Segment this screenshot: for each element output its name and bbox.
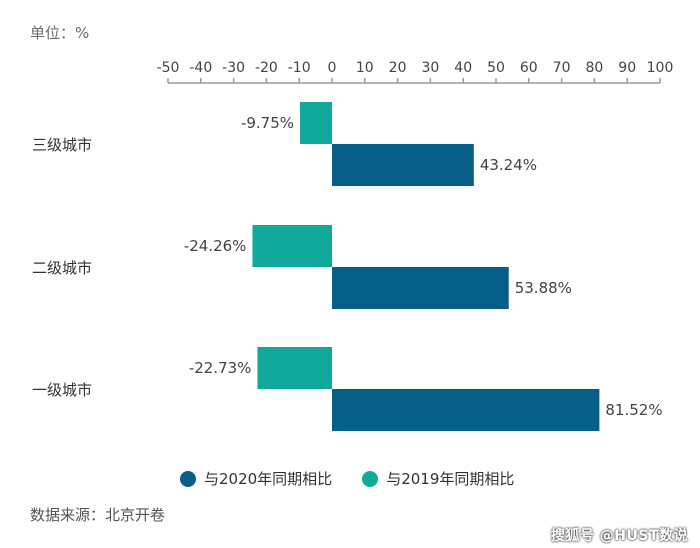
x-tick-label: 40 bbox=[454, 60, 472, 76]
x-tick-label: -30 bbox=[222, 60, 245, 76]
legend-item-2019: 与2019年同期相比 bbox=[362, 468, 514, 489]
x-tick-label: 90 bbox=[618, 60, 636, 76]
bar-2020 bbox=[332, 144, 474, 186]
legend-dot-2019 bbox=[362, 470, 379, 487]
watermark: 搜狐号 @HUST数说 bbox=[550, 528, 688, 544]
x-tick-label: 70 bbox=[553, 60, 571, 76]
unit-label: 单位：% bbox=[30, 24, 90, 42]
legend-item-2020: 与2020年同期相比 bbox=[180, 468, 332, 489]
bar-2020 bbox=[332, 267, 509, 309]
x-tick-label: 10 bbox=[356, 60, 374, 76]
category-label: 三级城市 bbox=[32, 136, 92, 154]
bar-2019 bbox=[257, 347, 332, 389]
bars bbox=[252, 102, 600, 431]
data-label-2019: -24.26% bbox=[184, 237, 247, 255]
x-tick-label: 50 bbox=[487, 60, 505, 76]
x-tick-label: 30 bbox=[421, 60, 439, 76]
x-axis: -50 -40 -30 -20 -10 0 10 20 30 40 50 60 70 80 90 100 bbox=[157, 60, 674, 84]
x-tick-label: -40 bbox=[189, 60, 212, 76]
x-tick-label: 0 bbox=[328, 60, 337, 76]
bar-2019 bbox=[300, 102, 332, 144]
data-label-2020: 43.24% bbox=[480, 156, 537, 174]
data-label-2019: -9.75% bbox=[241, 114, 294, 132]
category-label: 一级城市 bbox=[32, 381, 92, 399]
data-labels: -9.75% 43.24% -24.26% 53.88% -22.73% 81.52% bbox=[184, 114, 663, 419]
legend-dot-2020 bbox=[180, 470, 196, 487]
data-label-2020: 53.88% bbox=[515, 279, 572, 297]
legend-label-2019: 与2019年同期相比 bbox=[386, 470, 515, 488]
x-tick-label: 20 bbox=[389, 60, 407, 76]
data-label-2020: 81.52% bbox=[605, 401, 662, 419]
bar-2020 bbox=[332, 389, 600, 431]
x-tick-label: 60 bbox=[520, 60, 538, 76]
x-tick-label: -50 bbox=[157, 60, 180, 76]
legend: 与2020年同期相比 与2019年同期相比 bbox=[180, 468, 514, 489]
legend-label-2020: 与2020年同期相比 bbox=[204, 470, 333, 488]
bar-2019 bbox=[252, 225, 332, 267]
source-label: 数据来源：北京开卷 bbox=[30, 506, 166, 524]
category-label: 二级城市 bbox=[32, 259, 92, 277]
x-tick-label: 80 bbox=[585, 60, 603, 76]
x-tick-label: -10 bbox=[288, 60, 311, 76]
data-label-2019: -22.73% bbox=[189, 359, 252, 377]
x-tick-label: 100 bbox=[647, 60, 674, 76]
x-tick-label: -20 bbox=[255, 60, 278, 76]
